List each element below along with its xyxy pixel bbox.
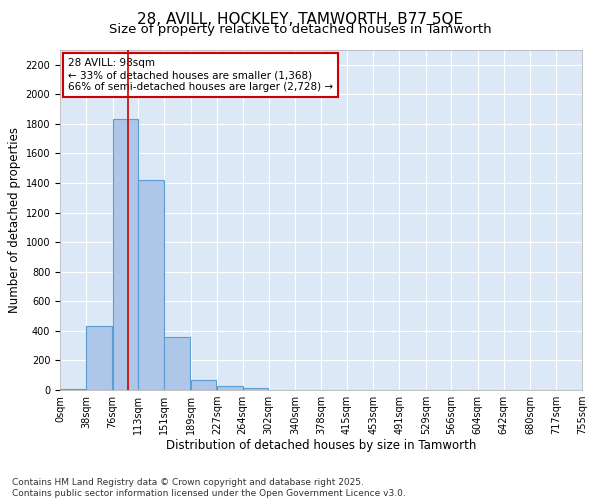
Text: Contains HM Land Registry data © Crown copyright and database right 2025.
Contai: Contains HM Land Registry data © Crown c…	[12, 478, 406, 498]
Y-axis label: Number of detached properties: Number of detached properties	[8, 127, 22, 313]
Bar	[217, 386, 242, 390]
Bar	[113, 120, 138, 390]
X-axis label: Distribution of detached houses by size in Tamworth: Distribution of detached houses by size …	[166, 438, 476, 452]
Bar	[242, 388, 268, 390]
Bar	[60, 388, 86, 390]
Text: 28 AVILL: 98sqm
← 33% of detached houses are smaller (1,368)
66% of semi-detache: 28 AVILL: 98sqm ← 33% of detached houses…	[68, 58, 333, 92]
Text: 28, AVILL, HOCKLEY, TAMWORTH, B77 5QE: 28, AVILL, HOCKLEY, TAMWORTH, B77 5QE	[137, 12, 463, 28]
Bar	[191, 380, 216, 390]
Text: Size of property relative to detached houses in Tamworth: Size of property relative to detached ho…	[109, 22, 491, 36]
Bar	[138, 180, 164, 390]
Bar	[164, 337, 190, 390]
Bar	[86, 326, 112, 390]
